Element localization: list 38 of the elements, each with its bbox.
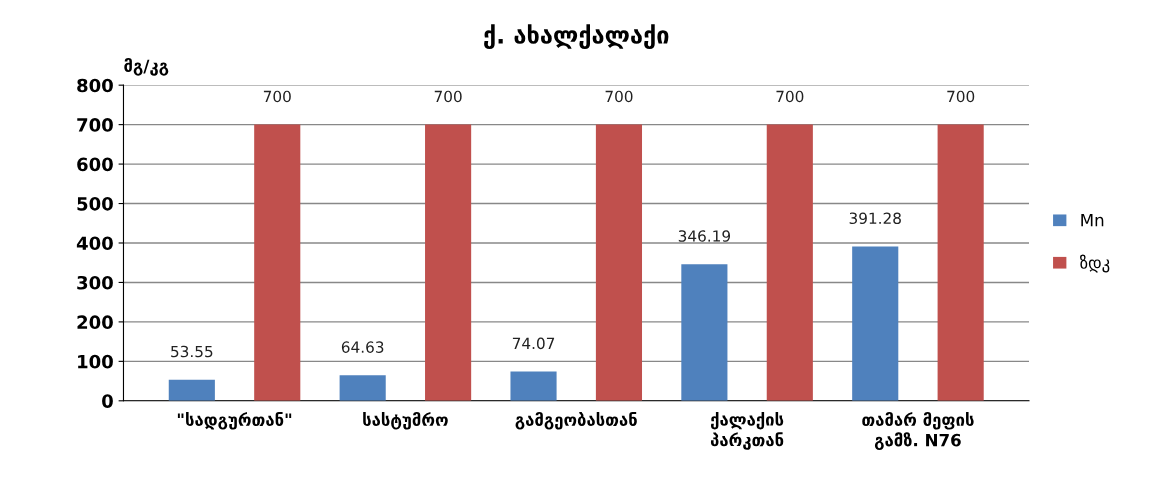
bar: [766, 124, 813, 401]
legend-label: Mn: [1081, 213, 1104, 227]
bar: [254, 124, 301, 401]
data-label: 74.07: [512, 337, 555, 350]
bar: [339, 375, 386, 401]
data-label: 700: [776, 90, 804, 103]
y-tick-label: 500: [77, 196, 113, 211]
legend-label: ზდკ: [1080, 254, 1110, 273]
data-label: 391.28: [849, 212, 901, 225]
x-tick-label: თამარ მეფის გამზ. N76: [862, 411, 974, 451]
y-tick-label: 600: [77, 157, 113, 172]
bar: [425, 124, 472, 401]
bar: [852, 246, 899, 401]
y-tick-label: 0: [102, 394, 113, 408]
x-tick-label: ქალაქის პარკთან: [710, 411, 784, 450]
y-tick-label: 700: [77, 118, 113, 132]
data-label: 700: [605, 90, 633, 103]
bar: [510, 371, 557, 401]
chart-title: ქ. ახალქალაქი: [484, 24, 669, 49]
data-label: 346.19: [678, 230, 731, 242]
y-tick-label: 800: [77, 78, 113, 93]
y-tick-label: 400: [76, 236, 113, 251]
data-label: 700: [434, 90, 462, 103]
data-label: 700: [263, 90, 291, 103]
y-tick-label: 100: [78, 354, 113, 369]
x-tick-label: გამგეობასთან: [515, 411, 637, 430]
data-label: 700: [947, 90, 975, 103]
data-label: 53.55: [171, 345, 213, 358]
bar: [595, 124, 643, 401]
bar: [168, 379, 215, 401]
x-tick-label: სასტუმრო: [363, 411, 448, 430]
y-tick-label: 300: [77, 275, 113, 290]
x-tick-label: "სადგურთან": [177, 411, 292, 430]
data-label: 64.63: [341, 341, 384, 353]
y-tick-label: 200: [77, 315, 113, 330]
bar: [681, 264, 728, 401]
bar: [937, 124, 984, 401]
y-axis-title: მგ/კგ: [124, 58, 169, 76]
